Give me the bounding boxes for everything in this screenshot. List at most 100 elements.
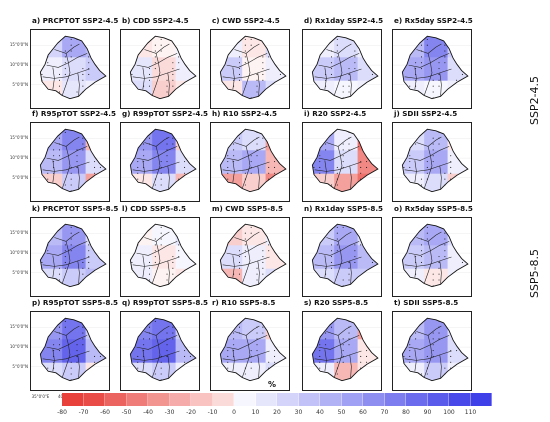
colorbar-cell: -70 (79, 393, 105, 416)
map-frame (302, 122, 382, 202)
significance-dot (244, 62, 246, 64)
region-boundary (54, 43, 80, 54)
region-boundary (404, 161, 452, 172)
significance-dot (250, 232, 252, 234)
significance-dot (330, 73, 333, 75)
region-boundary (439, 260, 442, 285)
significance-dot (256, 350, 258, 352)
significance-dot (238, 73, 241, 75)
significance-dot (432, 137, 434, 139)
significance-dot (342, 97, 344, 99)
region-boundary (416, 231, 442, 242)
significance-dot (342, 166, 344, 168)
significance-dot (82, 279, 84, 281)
significance-dot (354, 244, 356, 246)
significance-dot (274, 361, 276, 363)
significance-dot (250, 38, 252, 40)
colorbar-cell: 40 (316, 393, 342, 416)
significance-dot (172, 73, 174, 75)
significance-dot (438, 267, 440, 269)
significance-dot (184, 361, 186, 363)
latitude-label: 15°0'0"N (9, 324, 28, 329)
significance-dot (160, 184, 162, 186)
significance-dot (53, 355, 55, 357)
significance-dot (438, 143, 440, 145)
significance-dot (82, 338, 84, 340)
significance-dot (166, 344, 168, 346)
significance-dot (342, 338, 344, 340)
significance-dot (172, 267, 174, 269)
map-frame (210, 122, 290, 202)
map-panel: i) R20 SSP2-4.5 (302, 109, 382, 202)
significance-dot (319, 367, 321, 369)
map-panel: d) Rx1day SSP2-4.5 (302, 16, 383, 109)
significance-dot (319, 355, 321, 357)
significance-dot (409, 85, 411, 87)
colorbar-tick: -60 (100, 409, 110, 416)
field-cell (175, 268, 196, 287)
significance-dot (172, 143, 174, 145)
significance-dot (58, 344, 61, 346)
significance-dot (148, 68, 151, 70)
region-boundary (144, 136, 170, 147)
significance-dot (58, 350, 61, 352)
region-boundary (54, 231, 80, 242)
significance-dot (227, 161, 229, 163)
significance-dot (336, 50, 338, 52)
colorbar-cell: 0 (232, 393, 256, 416)
significance-dot (330, 56, 333, 58)
field-cell (130, 245, 153, 270)
significance-dot (88, 256, 90, 258)
significance-dot (348, 131, 350, 133)
significance-dot (354, 261, 356, 263)
significance-dot (76, 155, 78, 157)
field-cell (334, 80, 358, 99)
significance-dot (409, 149, 411, 151)
significance-dot (160, 373, 162, 375)
region-boundary (414, 160, 417, 183)
map-panel: h) R10 SSP2-4.5 (210, 109, 290, 202)
field-cell (220, 129, 243, 151)
significance-dot (58, 338, 61, 340)
map-panel: n) Rx1day SSP5-8.5 (302, 204, 383, 297)
region-boundary (404, 256, 452, 267)
ethiopia-map (211, 223, 289, 288)
field-cell (175, 362, 196, 381)
significance-dot (336, 250, 338, 252)
significance-dot (325, 267, 327, 269)
significance-dot (415, 73, 417, 75)
significance-dot (420, 56, 423, 58)
significance-dot (444, 56, 446, 58)
significance-dot (76, 161, 78, 163)
country-outline (129, 223, 197, 288)
significance-dot (444, 178, 446, 180)
significance-dot (319, 149, 321, 151)
significance-dot (336, 44, 338, 46)
significance-dot (233, 332, 235, 334)
significance-dot (438, 332, 440, 334)
significance-dot (432, 285, 434, 287)
significance-dot (268, 172, 270, 174)
significance-dot (244, 250, 246, 252)
field-cell (220, 339, 243, 364)
significance-dot (319, 155, 321, 157)
significance-dot (233, 338, 235, 340)
field-cell (402, 318, 425, 340)
colorbar-tick: 100 (443, 409, 455, 416)
region-boundary (142, 67, 145, 90)
significance-dot (426, 172, 428, 174)
region-boundary (314, 161, 362, 172)
region-boundary (232, 349, 235, 372)
significance-dot (76, 350, 78, 352)
significance-dot (238, 250, 241, 252)
significance-dot (371, 73, 373, 75)
region-boundary (52, 255, 55, 278)
significance-dot (184, 161, 186, 163)
map-frame (30, 311, 110, 391)
region-boundary (77, 72, 80, 97)
significance-dot (64, 320, 66, 322)
region-boundary (222, 256, 270, 267)
significance-dot (354, 50, 356, 52)
significance-dot (336, 244, 338, 246)
significance-dot (47, 250, 49, 252)
